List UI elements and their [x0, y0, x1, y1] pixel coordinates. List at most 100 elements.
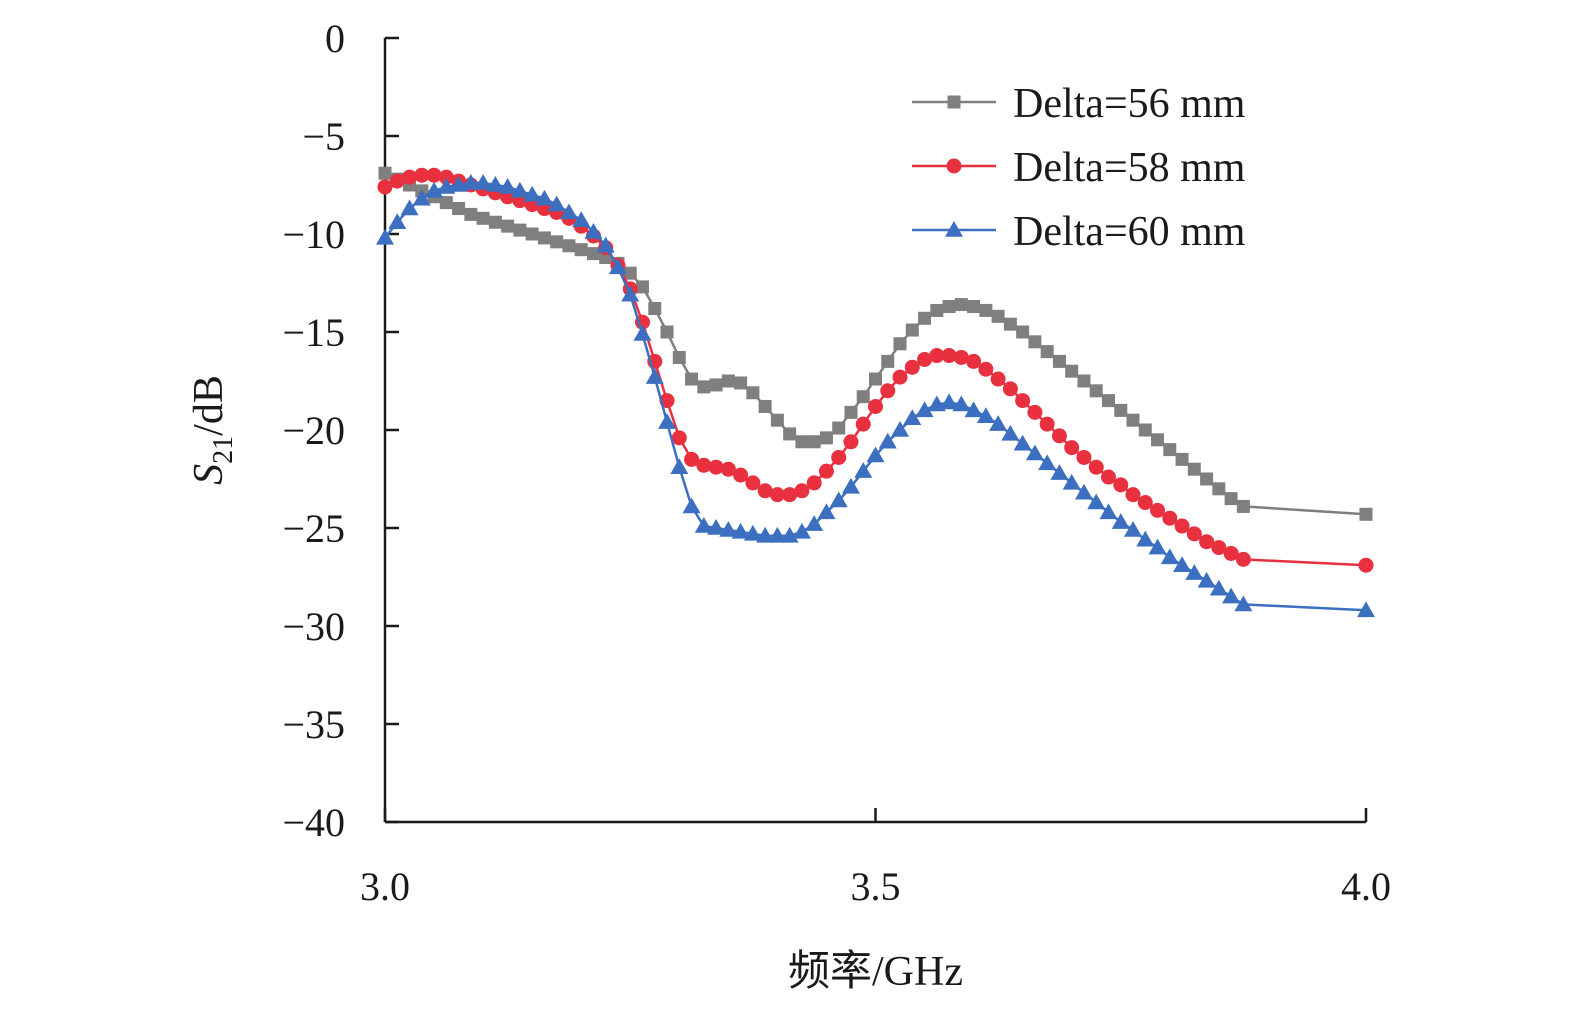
data-point: [818, 463, 834, 479]
data-point: [868, 398, 883, 414]
data-point: [402, 169, 418, 185]
y-axis-title: S21/dB: [186, 375, 239, 485]
legend-item: Delta=60 mm: [912, 209, 1246, 255]
series-1: [378, 166, 1373, 521]
data-point: [1028, 335, 1042, 349]
data-point: [439, 196, 453, 210]
data-point: [682, 497, 701, 514]
data-point: [918, 311, 932, 325]
x-tick-label: 3.0: [360, 864, 410, 909]
data-point: [1187, 462, 1201, 476]
data-point: [1136, 530, 1155, 547]
data-point: [745, 475, 761, 491]
data-point: [841, 477, 860, 494]
y-tick-label: −15: [282, 310, 345, 355]
data-point: [461, 174, 480, 190]
data-point: [1051, 428, 1067, 444]
legend-marker: [946, 158, 962, 174]
data-point: [636, 280, 650, 294]
data-point: [1126, 413, 1140, 427]
data-point: [806, 475, 822, 491]
data-point: [1062, 473, 1081, 490]
data-point: [376, 228, 394, 245]
data-point: [795, 435, 809, 449]
data-point: [1089, 384, 1103, 398]
data-point: [1013, 434, 1032, 451]
data-point: [537, 231, 551, 245]
data-point: [819, 431, 833, 445]
data-point: [1162, 510, 1178, 526]
data-point: [792, 522, 811, 539]
data-point: [464, 207, 478, 221]
data-point: [892, 369, 908, 385]
data-point: [758, 399, 772, 413]
data-point: [1359, 507, 1373, 521]
data-point: [1222, 587, 1241, 604]
data-point: [1209, 579, 1228, 596]
data-point: [1088, 459, 1104, 475]
data-point: [782, 487, 798, 503]
data-point: [878, 432, 897, 449]
data-point: [596, 236, 615, 253]
data-point: [486, 176, 505, 192]
data-point: [768, 526, 787, 543]
data-point: [547, 195, 566, 212]
data-point: [866, 446, 885, 463]
data-point: [438, 169, 454, 185]
legend-label: Delta=58 mm: [1013, 145, 1246, 191]
data-point: [1357, 601, 1375, 618]
data-point: [574, 243, 588, 257]
x-tick-label: 3.5: [851, 864, 901, 909]
data-point: [733, 467, 749, 483]
data-point: [476, 211, 490, 225]
data-point: [856, 390, 870, 404]
data-point: [1163, 443, 1177, 457]
data-point: [783, 427, 797, 441]
data-point: [1100, 469, 1116, 485]
data-point: [1125, 487, 1141, 503]
data-point: [474, 174, 493, 190]
y-tick-label: −40: [282, 800, 345, 845]
legend-label: Delta=60 mm: [1013, 209, 1246, 255]
data-point: [1197, 571, 1216, 588]
data-point: [915, 401, 934, 418]
data-point: [905, 323, 919, 337]
data-point: [829, 491, 848, 508]
data-point: [903, 409, 922, 425]
data-point: [697, 380, 711, 394]
data-point: [743, 524, 762, 541]
axes: 0 −5 −10 −15 −20 −25 −30 −35 −40 3.0 3.5 4.0: [282, 16, 1391, 909]
data-point: [1001, 424, 1020, 441]
data-point: [817, 503, 836, 520]
data-point: [388, 213, 407, 229]
data-point: [1212, 482, 1226, 496]
data-point: [1111, 513, 1130, 529]
data-point: [648, 301, 662, 315]
data-point: [891, 421, 910, 437]
data-point: [414, 167, 430, 183]
data-point: [488, 215, 502, 229]
y-tick-label: −25: [282, 506, 345, 551]
data-point: [930, 303, 944, 317]
data-point: [869, 372, 882, 386]
data-point: [670, 458, 689, 474]
data-point: [769, 487, 785, 503]
series-layer: [376, 166, 1375, 618]
data-point: [1074, 483, 1093, 500]
data-point: [941, 348, 957, 364]
data-point: [1185, 564, 1204, 580]
y-tick-label: −20: [282, 408, 345, 453]
data-point: [498, 177, 517, 194]
data-point: [1211, 540, 1227, 556]
data-point: [400, 199, 419, 216]
data-point: [586, 247, 600, 261]
data-point: [1138, 423, 1152, 437]
data-point: [452, 202, 466, 216]
data-point: [1038, 454, 1057, 471]
data-point: [685, 372, 699, 386]
data-point: [1186, 526, 1202, 542]
data-point: [572, 211, 591, 228]
data-point: [1234, 595, 1253, 612]
legend-label: Delta=56 mm: [1013, 81, 1246, 127]
